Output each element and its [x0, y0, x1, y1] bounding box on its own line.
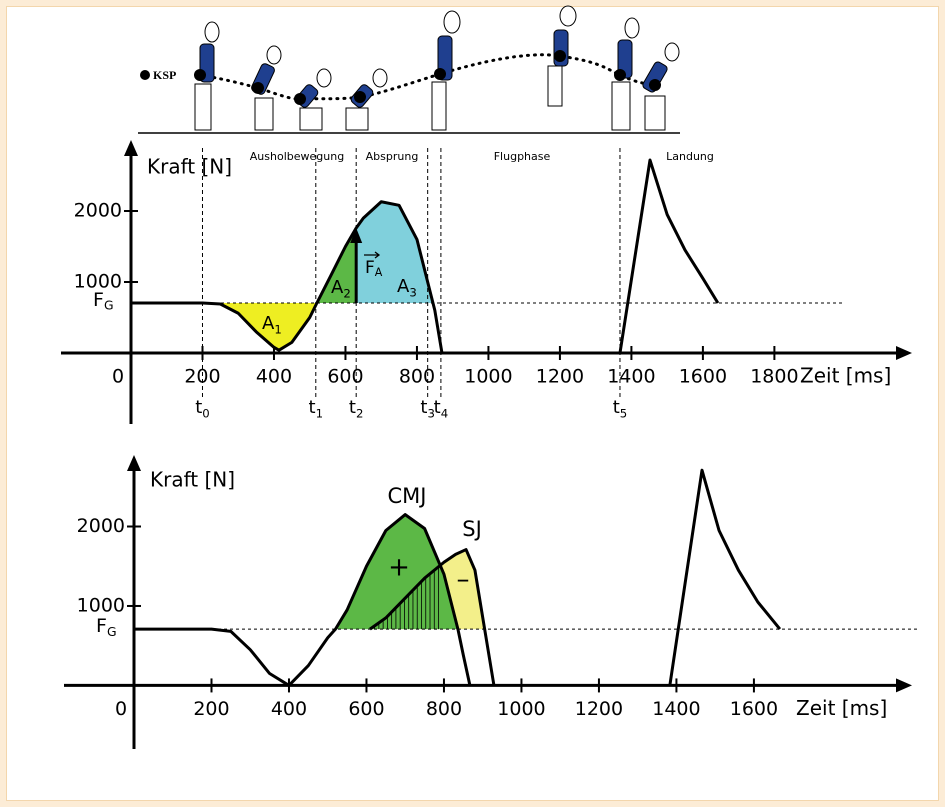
x-tick-label: 0 [115, 698, 127, 720]
x-tick-label: 400 [256, 366, 292, 388]
marker-label-sub: 0 [202, 406, 209, 420]
marker-label: t3 [420, 397, 435, 420]
marker-label-sub: 2 [356, 406, 363, 420]
ksp-label: KSP [153, 68, 176, 82]
x-tick-label: 1000 [497, 698, 545, 720]
x-axis-arrow [896, 678, 912, 693]
series-label: CMJ [388, 484, 427, 508]
area-label: – [457, 565, 470, 595]
force-curve [134, 468, 782, 687]
x-tick-label: 200 [193, 698, 229, 720]
marker-label-sub: 3 [427, 406, 434, 420]
y-tick-label: 2000 [74, 200, 122, 222]
marker-label-sub: 1 [316, 406, 323, 420]
x-axis-label: Zeit [ms] [800, 364, 891, 388]
phase-label: Ausholbewegung [250, 150, 344, 163]
marker-label: t4 [434, 397, 449, 420]
x-tick-label: 1000 [464, 366, 512, 388]
area-label: A3 [397, 276, 417, 299]
chart: 0 200 400 600 800 1000 1200 1400 1600 1000 2000 Kra… [64, 455, 918, 749]
x-tick-label: 1600 [730, 698, 778, 720]
x-tick-label: 1200 [536, 366, 584, 388]
marker-label: t0 [195, 397, 210, 420]
phase-label: Absprung [366, 150, 419, 163]
frame [6, 6, 939, 801]
marker-label-main: t [420, 397, 427, 418]
chart: Ausholbewegung Absprung Flugphase Landung 0 2… [61, 140, 912, 424]
marker-label-main: t [349, 397, 356, 418]
force-curve [131, 158, 720, 354]
x-tick-label: 800 [426, 698, 462, 720]
x-tick-label: 1200 [575, 698, 623, 720]
y-tick-label: 1000 [74, 271, 122, 293]
x-tick-label: 1800 [750, 366, 798, 388]
marker-label: t5 [613, 397, 628, 420]
x-tick-label: 400 [271, 698, 307, 720]
area-fill [335, 514, 458, 630]
marker-label-main: t [434, 397, 441, 418]
area-label-main: A [397, 276, 410, 297]
marker-label-sub: 4 [441, 406, 448, 420]
area-label-sub: 1 [274, 322, 281, 336]
marker-label: t2 [349, 397, 364, 420]
area-label: A2 [331, 277, 351, 300]
y-axis-arrow [124, 140, 138, 156]
x-axis-label: Zeit [ms] [796, 696, 887, 720]
x-axis-arrow [896, 346, 912, 360]
y-axis-arrow [127, 455, 141, 471]
area-label-main: A [262, 313, 275, 334]
area-fill [213, 303, 317, 351]
figures [194, 5, 680, 131]
area-label: A1 [262, 313, 282, 336]
marker-label: t1 [309, 397, 324, 420]
force-curve [369, 548, 496, 686]
area-label-sub: 3 [409, 285, 416, 299]
area-fill [356, 201, 432, 304]
marker-label-main: t [195, 397, 202, 418]
area-label-sub: 2 [343, 286, 350, 300]
y-tick-label: 2000 [77, 515, 125, 537]
x-tick-label: 1400 [652, 698, 700, 720]
x-tick-label: 600 [327, 366, 363, 388]
fg-label-sub: G [107, 624, 117, 638]
y-tick-label: 1000 [77, 594, 125, 616]
area-label-main: A [331, 277, 344, 298]
illustration: KSP [138, 5, 680, 134]
force-label-sub: A [375, 266, 383, 279]
marker-label-main: t [613, 397, 620, 418]
x-tick-label: 0 [112, 366, 124, 388]
y-axis-label: Kraft [N] [147, 155, 232, 179]
force-label: FA [365, 258, 383, 279]
force-label-main: F [365, 258, 375, 278]
x-tick-label: 600 [348, 698, 384, 720]
x-tick-label: 800 [399, 366, 435, 388]
phase-label: Landung [666, 150, 714, 163]
fg-label-main: F [93, 289, 104, 311]
y-axis-label: Kraft [N] [150, 468, 235, 492]
marker-label-sub: 5 [620, 406, 627, 420]
x-tick-label: 200 [184, 366, 220, 388]
x-tick-label: 1400 [607, 366, 655, 388]
fg-label-sub: G [104, 298, 114, 312]
fg-label: FG [93, 289, 114, 313]
x-tick-label: 1600 [679, 366, 727, 388]
marker-label-main: t [309, 397, 316, 418]
ksp-dots [140, 50, 661, 105]
fg-label-main: F [96, 615, 107, 637]
force-arrow-head [350, 228, 363, 244]
fg-label: FG [96, 615, 117, 639]
series-label: SJ [462, 517, 482, 541]
area-label: + [388, 553, 410, 583]
force-label-arrow [364, 251, 381, 259]
phase-label: Flugphase [494, 150, 551, 163]
